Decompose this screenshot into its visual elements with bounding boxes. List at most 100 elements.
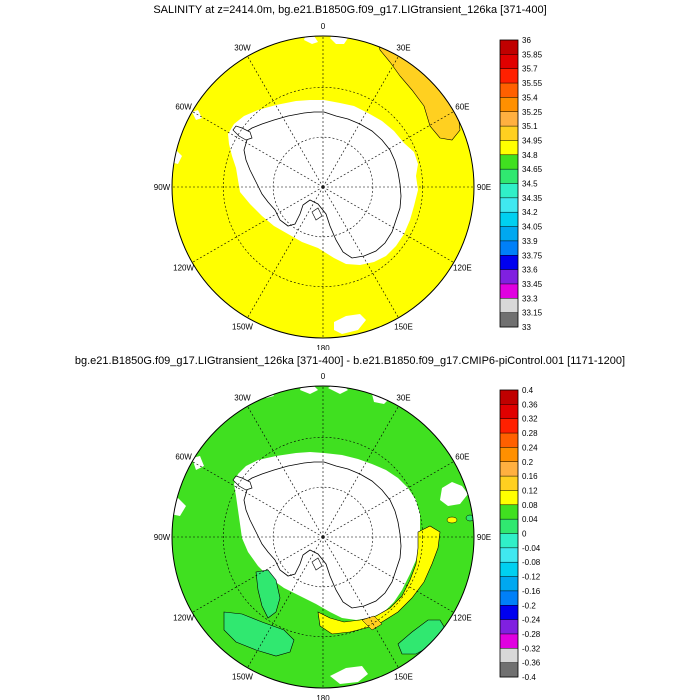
map-border bbox=[171, 385, 475, 689]
latitude-gridline bbox=[223, 87, 423, 287]
colorbar-tick-label: 35.25 bbox=[522, 108, 543, 117]
colorbar-tick-label: -0.12 bbox=[522, 573, 541, 582]
longitude-label: 60W bbox=[175, 103, 192, 112]
longitude-label: 120E bbox=[453, 264, 472, 273]
colorbar-swatch bbox=[500, 226, 518, 242]
map-border bbox=[171, 35, 475, 339]
longitude-label: 180 bbox=[316, 694, 330, 700]
meridian-gridline bbox=[247, 536, 324, 668]
colorbar-swatch bbox=[500, 547, 518, 563]
longitude-label: 90W bbox=[154, 533, 171, 542]
colorbar-swatch bbox=[500, 40, 518, 55]
colorbar-swatch bbox=[500, 648, 518, 663]
meridian-gridline bbox=[247, 186, 324, 318]
colorbar-swatch bbox=[500, 169, 518, 184]
colorbar-swatch bbox=[500, 240, 518, 256]
land-mask-patch bbox=[330, 666, 368, 684]
colorbar-swatch bbox=[500, 283, 518, 299]
colorbar-tick-label: 35.85 bbox=[522, 50, 543, 59]
colorbar-tick-label: -0.32 bbox=[522, 644, 541, 653]
colorbar-tick-label: 36 bbox=[522, 36, 531, 45]
colorbar-swatch bbox=[500, 269, 518, 285]
longitude-label: 60W bbox=[175, 453, 192, 462]
colorbar-swatch bbox=[500, 590, 518, 606]
colorbar-tick-label: 0.32 bbox=[522, 415, 538, 424]
colorbar-swatch bbox=[500, 312, 518, 328]
meridian-gridline bbox=[322, 536, 399, 668]
colorbar-swatch bbox=[500, 533, 518, 549]
colorbar-swatch bbox=[500, 83, 518, 98]
colorbar-swatch bbox=[500, 662, 518, 678]
meridian-gridline bbox=[192, 111, 324, 188]
longitude-label: 90W bbox=[154, 183, 171, 192]
colorbar-swatch bbox=[500, 619, 518, 635]
meridian-gridline bbox=[247, 406, 324, 538]
longitude-label: 180 bbox=[316, 344, 330, 350]
antarctic-peninsula-coastline bbox=[232, 125, 253, 141]
colorbar-swatch bbox=[500, 490, 518, 506]
low-anomaly-region bbox=[255, 569, 281, 619]
colorbar-tick-label: 34.65 bbox=[522, 165, 543, 174]
colorbar-tick-label: 33.75 bbox=[522, 251, 543, 260]
colorbar-tick-label: 34.35 bbox=[522, 194, 543, 203]
colorbar-tick-label: 0.08 bbox=[522, 501, 538, 510]
colorbar-tick-label: -0.4 bbox=[522, 673, 536, 682]
colorbar-tick-label: 33.6 bbox=[522, 266, 538, 275]
longitude-label: 0 bbox=[321, 22, 326, 31]
colorbar-tick-label: -0.36 bbox=[522, 659, 541, 668]
colorbar-tick-label: 34.5 bbox=[522, 180, 538, 189]
colorbar-swatch bbox=[500, 154, 518, 170]
colorbar-swatch bbox=[500, 97, 518, 113]
low-anomaly-region bbox=[223, 611, 295, 657]
anomaly-0-16-patch bbox=[361, 615, 383, 631]
map-field-group bbox=[172, 386, 474, 688]
colorbar-swatch bbox=[500, 54, 518, 69]
colorbar-tick-label: 33 bbox=[522, 323, 531, 332]
ice-shelf-outline bbox=[311, 207, 323, 221]
longitude-label: 90E bbox=[477, 183, 491, 192]
colorbar-swatch bbox=[500, 140, 518, 156]
colorbar-swatch bbox=[500, 476, 518, 491]
colorbar-swatch bbox=[500, 576, 518, 592]
colorbar-tick-label: 35.4 bbox=[522, 93, 538, 102]
colorbar-swatch bbox=[500, 504, 518, 520]
longitude-label: 120E bbox=[453, 614, 472, 623]
ice-shelf-outline bbox=[311, 557, 323, 571]
colorbar-swatch bbox=[500, 68, 518, 84]
meridian-gridline bbox=[322, 186, 399, 318]
land-mask-patch bbox=[260, 38, 272, 46]
colorbar-tick-label: 0.28 bbox=[522, 429, 538, 438]
colorbar-tick-label: 33.3 bbox=[522, 294, 538, 303]
longitude-label: 150W bbox=[232, 672, 253, 681]
map-field-group bbox=[172, 36, 474, 338]
colorbar-tick-label: 33.15 bbox=[522, 309, 543, 318]
colorbar-swatch bbox=[500, 111, 518, 127]
longitude-label: 150E bbox=[394, 672, 413, 681]
colorbar-swatch bbox=[500, 183, 518, 199]
colorbar-tick-label: -0.16 bbox=[522, 587, 541, 596]
land-mask-patch bbox=[440, 482, 468, 506]
meridian-gridline bbox=[247, 56, 324, 188]
colorbar-tick-label: 0.24 bbox=[522, 443, 538, 452]
antarctic-peninsula-coastline bbox=[232, 475, 253, 491]
colorbar-tick-label: 34.8 bbox=[522, 151, 538, 160]
longitude-label: 150W bbox=[232, 322, 253, 331]
meridian-gridline bbox=[322, 536, 454, 613]
colorbar-swatch bbox=[500, 433, 518, 448]
colorbar-swatch bbox=[500, 605, 518, 620]
longitude-label: 90E bbox=[477, 533, 491, 542]
colorbar-tick-label: 0.4 bbox=[522, 386, 534, 395]
colorbar-tick-label: 0.36 bbox=[522, 400, 538, 409]
salinity-difference-polar-map: 0 30E 60E 90E 120E 150E 180 150W 120W 90W 60W 30W 0.… bbox=[154, 372, 541, 700]
colorbar-tick-label: 0.16 bbox=[522, 472, 538, 481]
colorbar-tick-label: 33.45 bbox=[522, 280, 543, 289]
colorbar-tick-label: 34.95 bbox=[522, 136, 543, 145]
colorbar-tick-label: 35.1 bbox=[522, 122, 538, 131]
colorbar-tick-label: 0 bbox=[522, 530, 527, 539]
colorbar-tick-label: 34.2 bbox=[522, 208, 538, 217]
longitude-label: 30E bbox=[396, 394, 410, 403]
colorbar-swatch bbox=[500, 404, 518, 419]
colorbar-tick-label: -0.28 bbox=[522, 630, 541, 639]
colorbar-swatch bbox=[500, 447, 518, 463]
meridian-gridline bbox=[322, 186, 454, 263]
